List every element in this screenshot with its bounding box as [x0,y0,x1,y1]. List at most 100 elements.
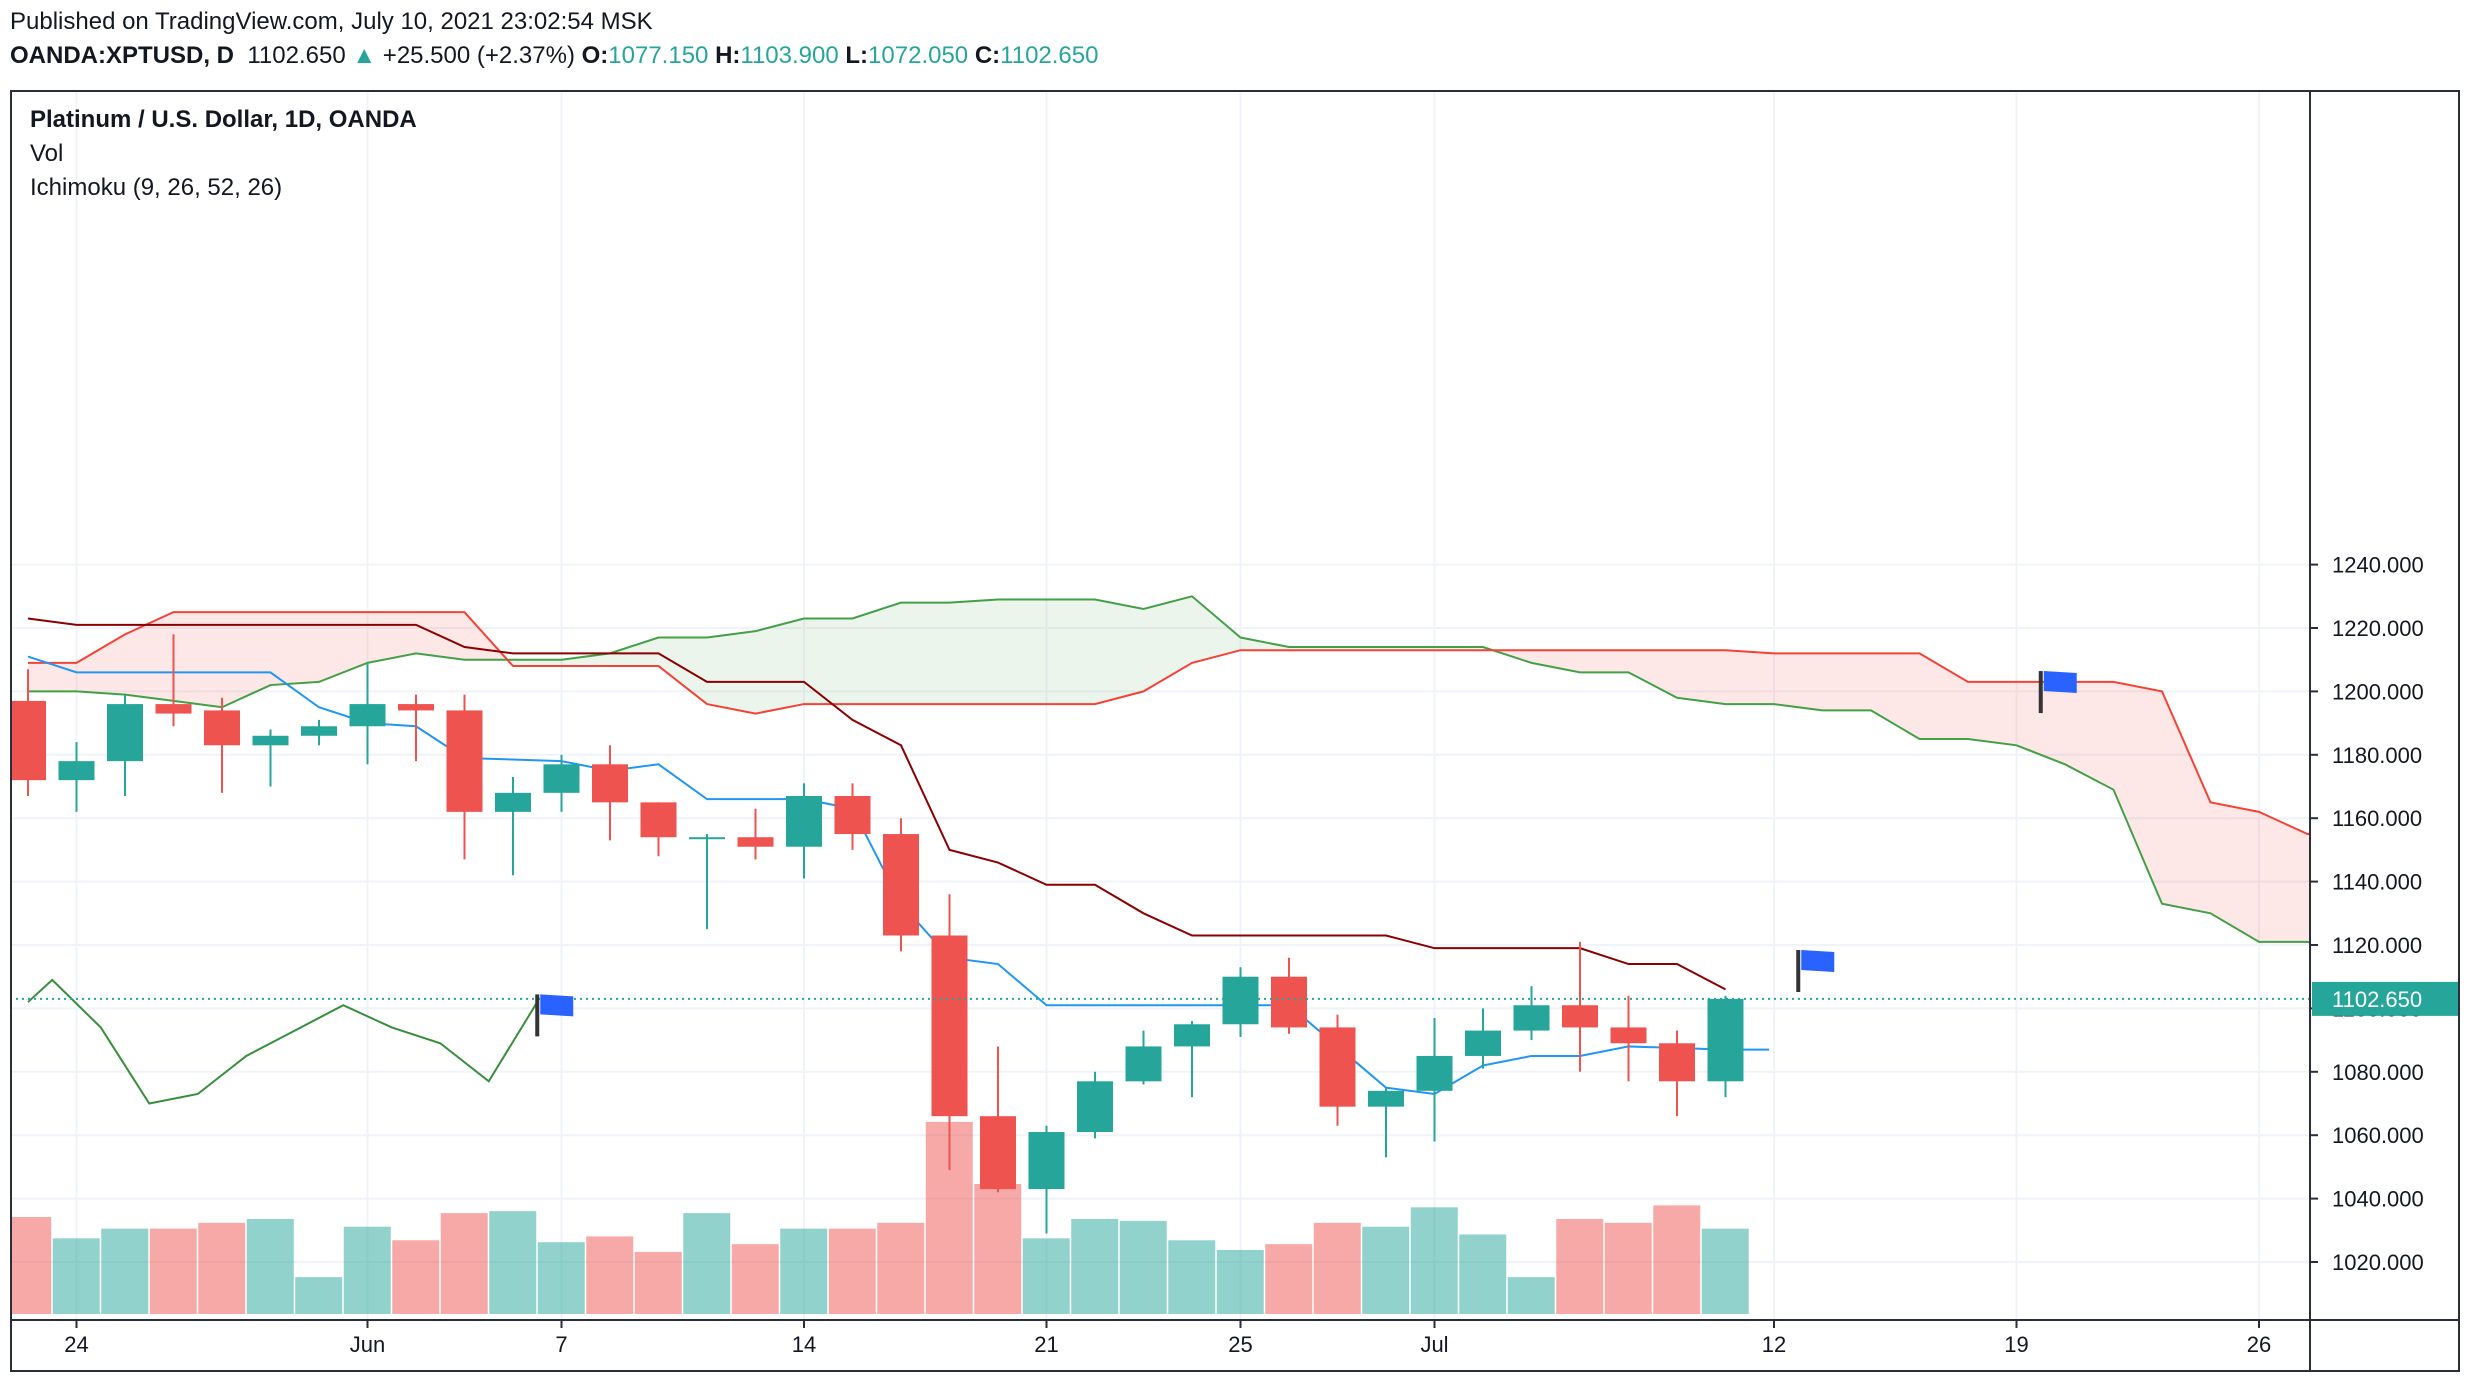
price-tick-label: 1240.000 [2332,553,2424,578]
close-label: C: [974,42,1001,69]
ichimoku-lead-span-b [28,611,2310,836]
published-line: Published on TradingView.com, July 10, 2… [10,8,653,35]
candle-body [58,761,95,781]
price-tick-label: 1220.000 [2332,616,2424,641]
candle-body [1659,1043,1695,1082]
time-tick-label: 7 [555,1332,567,1357]
price-change: +25.500 (+2.37%) [382,42,575,69]
candle-body [10,700,46,781]
candle-body [1125,1046,1162,1082]
candle [446,694,483,860]
volume-bar [246,1218,294,1314]
cloud-segment-bearish [28,612,513,708]
candle-body [786,796,822,847]
price-tick-label: 1140.000 [2332,870,2422,895]
flag-icon [2038,671,2077,714]
symbol-label[interactable]: OANDA:XPTUSD, D [10,42,235,69]
time-tick-label: 12 [1762,1332,1786,1357]
candle-body [1368,1090,1404,1107]
volume-bar [731,1244,779,1314]
time-tick-label: 24 [64,1332,88,1357]
candle-body [592,764,628,803]
candle [204,697,240,793]
candle [1222,967,1259,1037]
ichimoku-lagging-span [27,978,539,1105]
volume-bar [392,1240,440,1314]
candle-body [107,704,143,762]
volume-bar [828,1228,876,1314]
price-tick-label: 1160.000 [2332,806,2422,831]
candle [1125,1030,1162,1085]
low-label: L: [845,42,869,69]
candle-body [495,792,531,812]
volume-bar [1556,1218,1604,1314]
volume-bar [1119,1220,1167,1314]
candle [1707,995,1744,1098]
candle-body [689,837,725,840]
flag-cloth [1801,950,1835,973]
candle-body [398,704,434,711]
volume-bar [1701,1228,1749,1314]
candle [301,719,337,746]
candle-body [1271,976,1307,1028]
candle [10,669,46,797]
close-value: 1102.650 [1000,42,1099,69]
volume-bar [10,1217,52,1314]
candle [689,834,725,930]
volume-bar [780,1228,828,1314]
candle [1610,995,1647,1082]
candle [1416,1017,1453,1142]
volume-bar [683,1213,731,1314]
volume-bar [1313,1222,1361,1314]
high-value: 1103.900 [740,42,839,69]
high-label: H: [715,42,741,69]
candle [1319,1014,1356,1126]
candle [931,894,968,1171]
candle [1368,1087,1404,1158]
volume-bar [343,1226,391,1314]
time-tick-label: 25 [1228,1332,1252,1357]
volume-bar [974,1184,1022,1314]
price-chart[interactable]: 1020.0001040.0001060.0001080.0001100.000… [10,90,2460,1372]
quote-line: OANDA:XPTUSD, D 1102.650 ▲ +25.500 (+2.3… [10,42,1098,70]
volume-bar [149,1228,197,1314]
candle [1174,1021,1210,1098]
legend-volume[interactable]: Vol [30,140,64,167]
candle [1513,986,1550,1041]
candle-body [301,726,337,736]
flag-icon [535,994,574,1037]
legend-title[interactable]: Platinum / U.S. Dollar, 1D, OANDA [30,106,417,133]
time-tick-label: 26 [2247,1332,2271,1357]
ichimoku-cloud [28,596,2310,943]
candles [10,634,1744,1234]
candle [883,818,919,952]
time-tick-label: 21 [1034,1332,1058,1357]
price-tick-label: 1020.000 [2332,1250,2424,1275]
volume-bar [1022,1238,1070,1314]
flag-icon [1796,950,1835,993]
last-price-tag [2312,981,2458,1016]
candle [398,694,434,762]
volume-bar [1362,1226,1410,1314]
candle [1465,1008,1501,1069]
last-price-tag-label: 1102.650 [2332,987,2422,1012]
candle-body [1416,1055,1453,1091]
volume-bar [489,1211,537,1314]
volume-bar [1653,1205,1701,1314]
candle [786,783,822,879]
price-tick-label: 1180.000 [2332,743,2422,768]
candle [495,776,531,876]
candle [1659,1030,1695,1117]
volume-bar [1265,1244,1313,1314]
candle [1077,1071,1113,1139]
candle-body [252,735,289,746]
legend-ichimoku[interactable]: Ichimoku (9, 26, 52, 26) [30,174,283,201]
volume-bars [10,1121,1749,1314]
candle-body [543,764,580,793]
candle-body [1174,1024,1210,1047]
candle-body [1513,1005,1550,1031]
volume-bar [1410,1207,1458,1314]
candle [543,754,580,812]
candle-body [1028,1132,1065,1190]
candle [1271,957,1307,1034]
